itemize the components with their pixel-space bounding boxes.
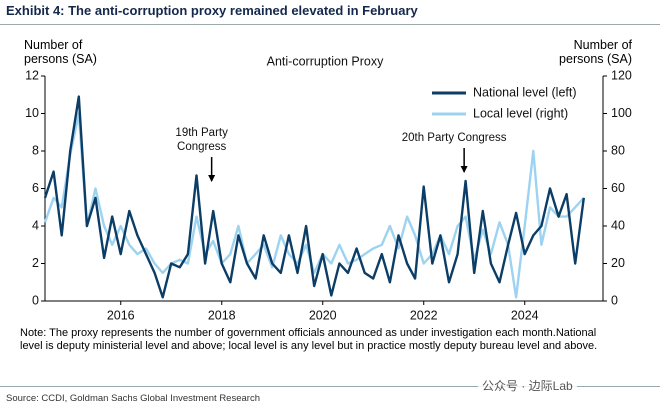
- annotation-arrowhead: [460, 166, 468, 173]
- rule: [0, 386, 660, 387]
- exhibit-title: Exhibit 4: The anti-corruption proxy rem…: [6, 3, 418, 18]
- y2-tick-label: 120: [611, 68, 632, 82]
- y2-tick-label: 20: [611, 256, 625, 270]
- y-tick-label: 6: [32, 181, 39, 195]
- x-tick-label: 2018: [208, 308, 236, 322]
- y2-tick-label: 40: [611, 218, 625, 232]
- y-tick-label: 10: [25, 106, 39, 120]
- annotation: Congress: [177, 141, 226, 153]
- x-tick-label: 2022: [410, 308, 438, 322]
- x-tick-label: 2016: [107, 308, 135, 322]
- series-line: [43, 112, 585, 299]
- rule: [0, 24, 660, 25]
- source: Source: CCDI, Goldman Sachs Global Inves…: [6, 393, 260, 404]
- y-tick-label: 0: [32, 293, 39, 307]
- y2-tick-label: 0: [611, 293, 618, 307]
- y-tick-label: 8: [32, 143, 39, 157]
- y2-axis-label: Number of persons (SA): [559, 38, 632, 66]
- y-tick-label: 12: [25, 68, 39, 82]
- legend-label: National level (left): [473, 85, 577, 99]
- watermark: 公众号 · 边际Lab: [478, 378, 577, 394]
- series-line: [43, 95, 585, 299]
- note: Note: The proxy represents the number of…: [20, 327, 598, 352]
- y2-tick-label: 80: [611, 143, 625, 157]
- y-tick-label: 4: [32, 218, 39, 232]
- annotation-arrowhead: [208, 175, 216, 182]
- annotation: 19th Party: [175, 127, 228, 139]
- y-axis-label: Number of persons (SA): [24, 38, 97, 66]
- chart-title: Anti-corruption Proxy: [267, 54, 384, 68]
- y-tick-label: 2: [32, 256, 39, 270]
- annotation: 20th Party Congress: [402, 132, 507, 144]
- y2-tick-label: 100: [611, 106, 632, 120]
- y2-tick-label: 60: [611, 181, 625, 195]
- x-tick-label: 2024: [511, 308, 539, 322]
- x-tick-label: 2020: [309, 308, 337, 322]
- legend-label: Local level (right): [473, 106, 568, 120]
